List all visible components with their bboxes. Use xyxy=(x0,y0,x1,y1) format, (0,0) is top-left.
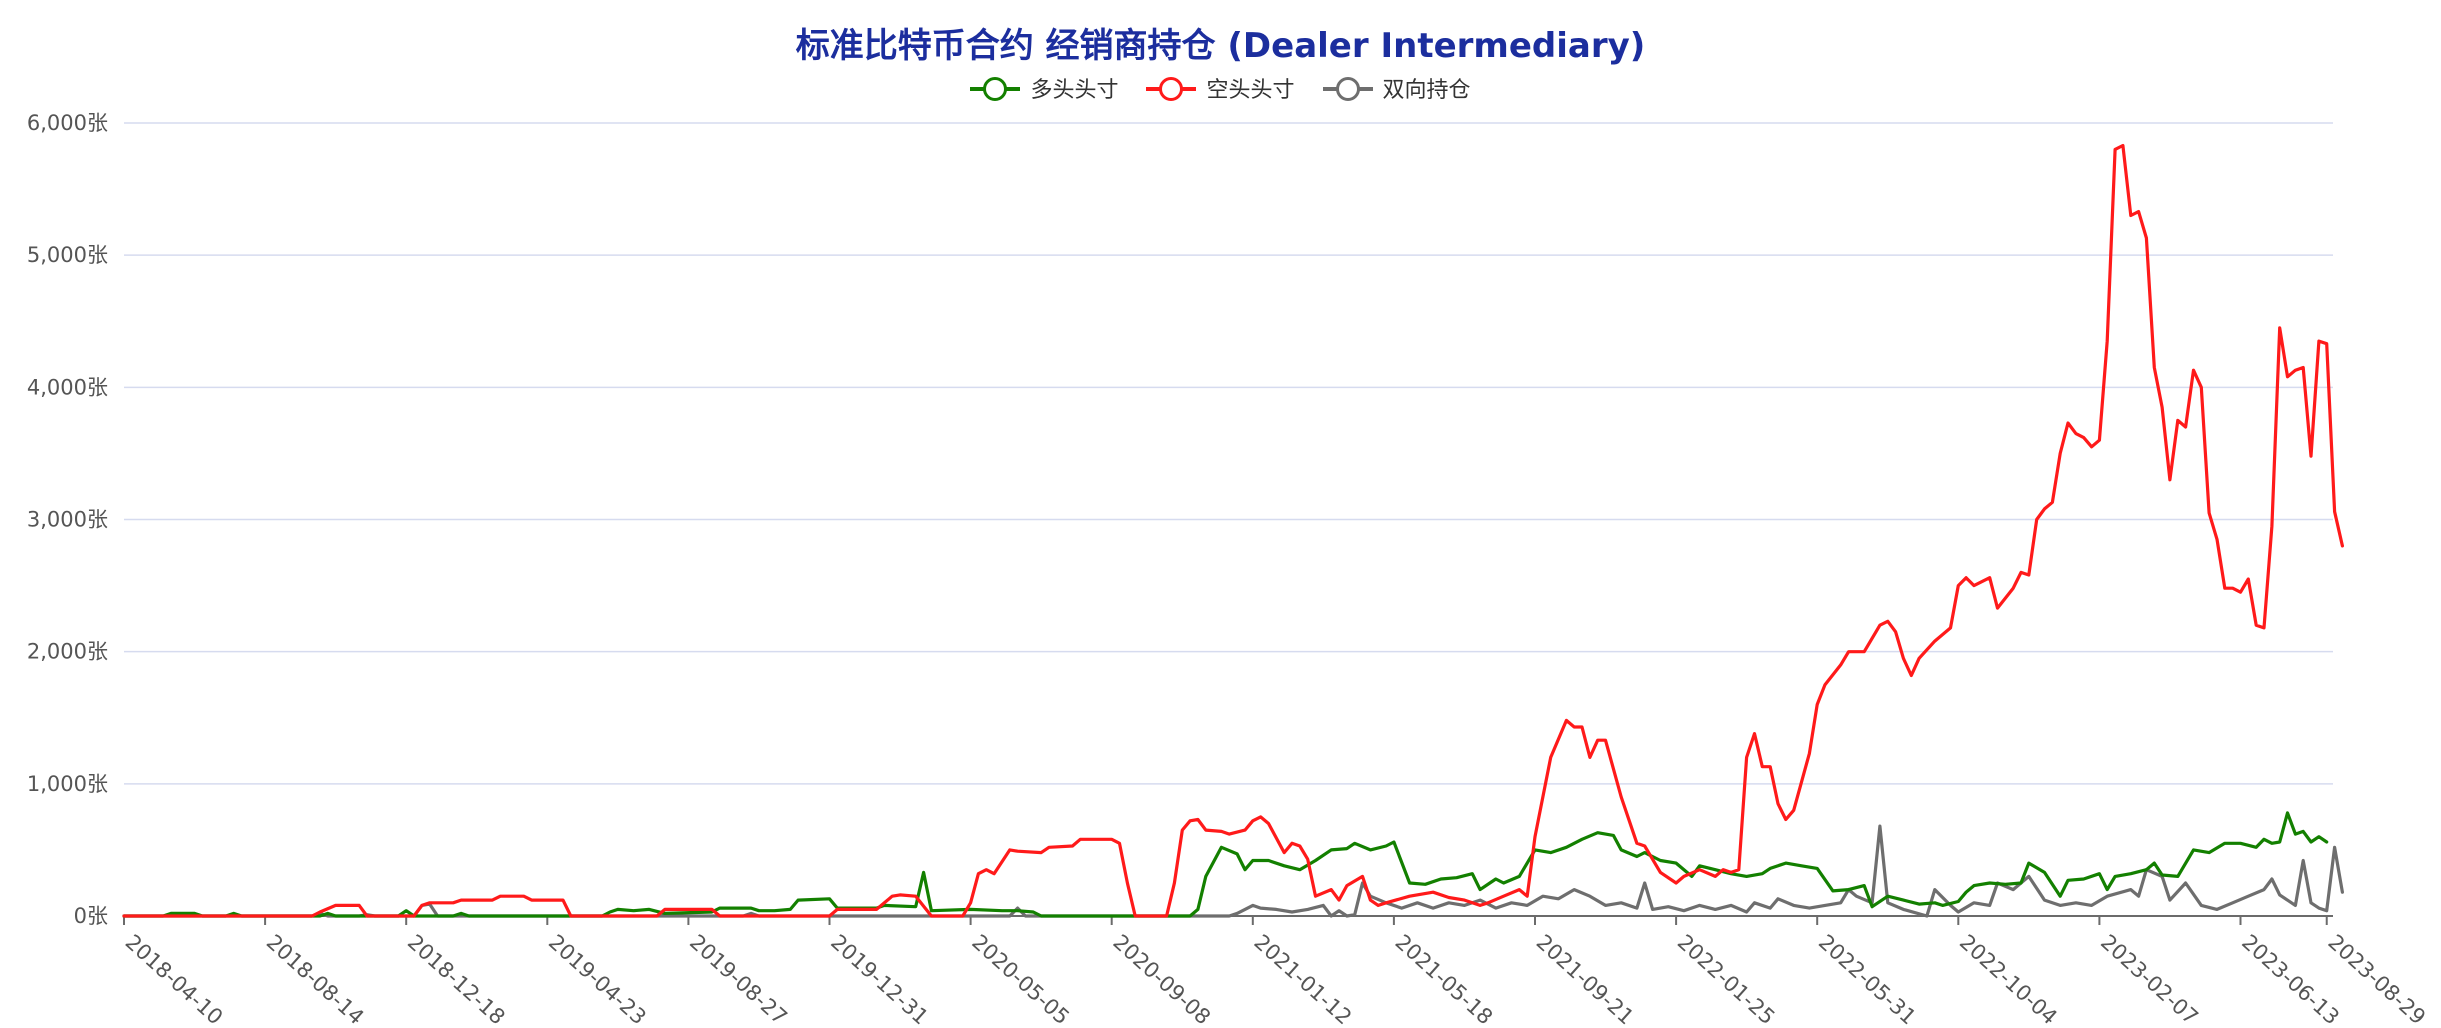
x-tick-label: 2021-09-21 xyxy=(1532,930,1639,1028)
x-tick-label: 2018-12-18 xyxy=(403,930,510,1028)
legend-item-spread[interactable]: 双向持仓 xyxy=(1322,72,1471,104)
legend-marker-short xyxy=(1146,77,1197,101)
y-tick-label: 6,000张 xyxy=(27,111,108,135)
grid-lines xyxy=(124,122,2333,785)
legend-dot-short xyxy=(1159,77,1184,101)
legend: 多头头寸 空头头寸 双向持仓 xyxy=(0,72,2441,104)
x-tick-label: 2021-01-12 xyxy=(1249,930,1356,1028)
legend-label-short: 空头头寸 xyxy=(1206,78,1295,103)
x-tick-label: 2022-10-04 xyxy=(1955,930,2062,1028)
x-tick-label: 2019-12-31 xyxy=(826,930,933,1028)
x-tick-label: 2019-04-23 xyxy=(544,930,651,1028)
y-tick-label: 0张 xyxy=(74,904,108,928)
x-tick-label: 2020-05-05 xyxy=(967,930,1074,1028)
y-tick-label: 3,000张 xyxy=(27,508,108,532)
series-line-long xyxy=(122,811,2329,918)
x-tick-label: 2022-01-25 xyxy=(1673,930,1780,1028)
x-axis-ticks: 2018-04-10 2018-08-14 2018-12-18 2019-04-23… xyxy=(121,916,2430,1028)
x-tick-label: 2023-02-07 xyxy=(2096,930,2203,1028)
x-tick-label: 2020-09-08 xyxy=(1108,930,1215,1028)
x-tick-label: 2019-08-27 xyxy=(685,930,792,1028)
x-tick-label: 2021-05-18 xyxy=(1391,930,1498,1028)
x-tick-label: 2022-05-31 xyxy=(1814,930,1921,1028)
y-tick-label: 4,000张 xyxy=(27,375,108,399)
y-axis-tick-labels: 0张 1,000张 2,000张 3,000张 4,000张 5,000张 6,000张 xyxy=(27,111,108,928)
legend-label-long: 多头头寸 xyxy=(1030,78,1119,103)
y-tick-label: 2,000张 xyxy=(27,640,108,664)
legend-dot-spread xyxy=(1335,77,1360,101)
x-tick-label: 2018-04-10 xyxy=(121,930,228,1028)
x-tick-label: 2018-08-14 xyxy=(262,930,369,1028)
series-lines xyxy=(122,143,2344,918)
legend-dot-long xyxy=(983,77,1008,101)
y-tick-label: 5,000张 xyxy=(27,243,108,267)
legend-item-short[interactable]: 空头头寸 xyxy=(1146,72,1295,104)
y-tick-label: 1,000张 xyxy=(27,772,108,796)
legend-marker-spread xyxy=(1322,77,1373,101)
legend-label-spread: 双向持仓 xyxy=(1382,78,1471,103)
series-line-short xyxy=(122,143,2344,918)
legend-item-long[interactable]: 多头头寸 xyxy=(970,72,1118,104)
chart-title: 标准比特币合约 经销商持仓 (Dealer Intermediary) xyxy=(795,26,1646,66)
series-line-spread xyxy=(122,824,2344,918)
legend-marker-long xyxy=(970,77,1021,101)
